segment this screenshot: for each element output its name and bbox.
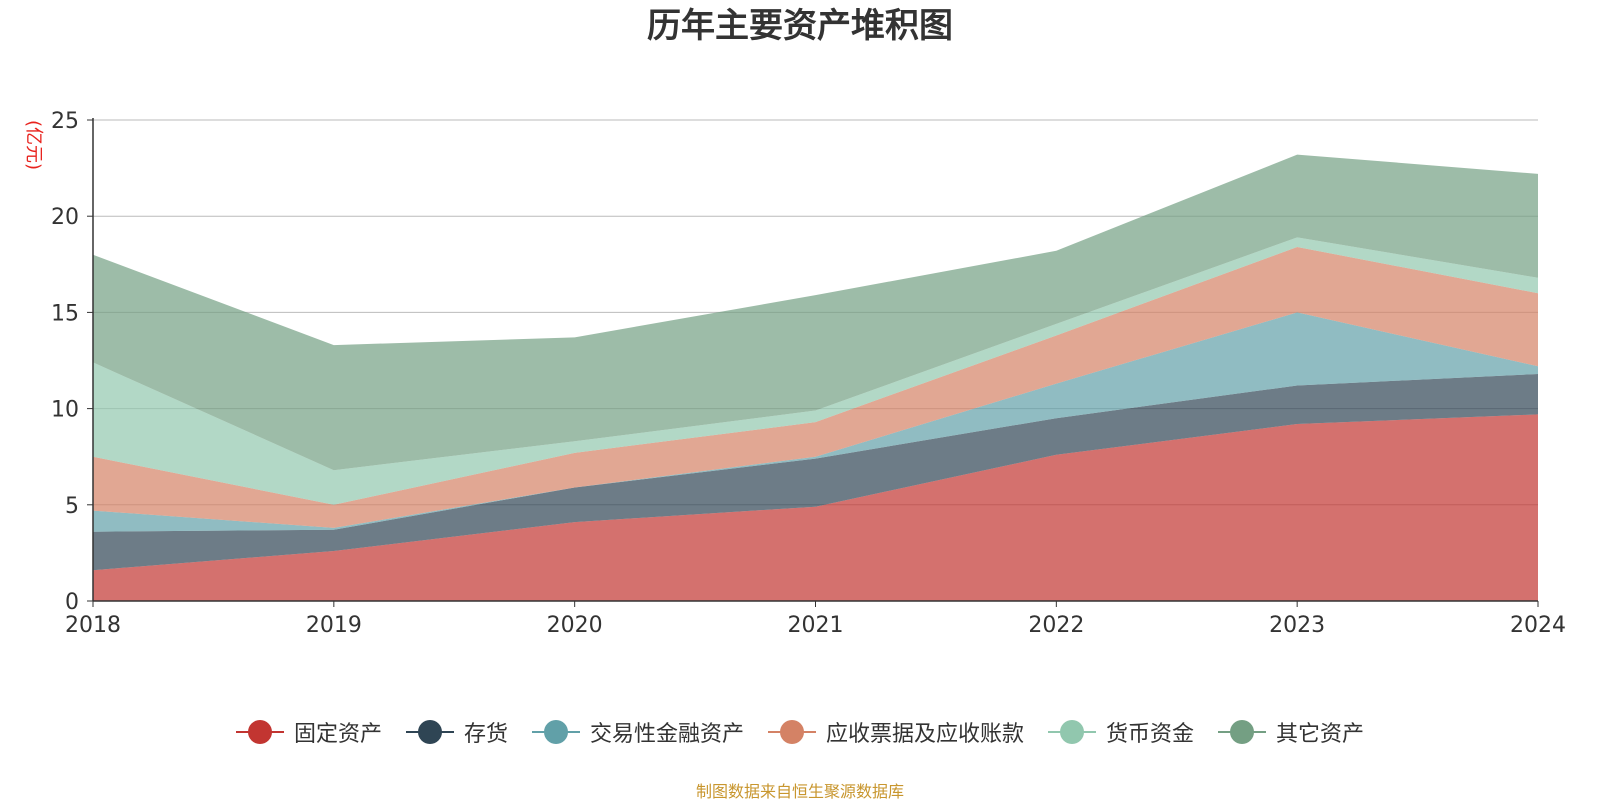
y-tick-label: 0	[65, 590, 79, 615]
x-tick-label: 2021	[788, 613, 844, 638]
x-tick-label: 2018	[65, 613, 121, 638]
legend-label: 存货	[463, 722, 508, 747]
y-tick-label: 20	[51, 205, 79, 230]
legend-label: 应收票据及应收账款	[826, 722, 1025, 747]
x-tick-label: 2023	[1269, 613, 1325, 638]
legend-label: 其它资产	[1276, 722, 1365, 747]
legend-marker-icon	[531, 720, 580, 744]
chart-title: 历年主要资产堆积图	[647, 6, 953, 46]
y-tick-label: 5	[65, 494, 79, 519]
legend-marker-icon	[768, 720, 816, 744]
legend-item[interactable]: 交易性金融资产	[531, 716, 744, 748]
x-tick-label: 2024	[1510, 613, 1566, 638]
y-axis-unit-label: (亿元)	[23, 120, 44, 170]
x-tick-label: 2022	[1028, 613, 1084, 638]
y-tick-label: 10	[51, 398, 79, 423]
legend: 固定资产 存货 交易性金融资产 应收票据及应收账款 货币资金 其它资产	[0, 716, 1600, 748]
area-series-应收票据及应收账款	[93, 247, 1538, 528]
axes: 0 5 10 15 20 25 2018 2019 2020 2021 2022 2023 2024	[51, 109, 1566, 638]
area-series-其它资产	[93, 154, 1538, 471]
legend-marker-icon	[235, 720, 284, 744]
legend-label: 固定资产	[293, 722, 382, 747]
area-series-交易性金融资产	[93, 312, 1538, 532]
area-series-货币资金	[93, 237, 1538, 505]
area-series-存货	[93, 374, 1538, 571]
legend-marker-icon	[1048, 720, 1097, 744]
legend-marker-icon	[1218, 720, 1267, 744]
legend-item[interactable]: 其它资产	[1218, 716, 1364, 748]
area-series-固定资产	[93, 414, 1538, 601]
legend-item[interactable]: 应收票据及应收账款	[768, 716, 1024, 748]
area-series	[93, 154, 1538, 601]
legend-item[interactable]: 固定资产	[235, 716, 382, 748]
x-tick-label: 2020	[547, 613, 603, 638]
y-tick-label: 15	[51, 301, 79, 326]
x-tick-label: 2019	[306, 613, 362, 638]
legend-label: 交易性金融资产	[589, 722, 744, 747]
legend-item[interactable]: 货币资金	[1048, 716, 1194, 748]
legend-item[interactable]: 存货	[405, 716, 508, 748]
source-note: 制图数据来自恒生聚源数据库	[695, 782, 904, 801]
legend-marker-icon	[405, 720, 454, 744]
legend-label: 货币资金	[1106, 722, 1195, 747]
y-tick-label: 25	[51, 109, 79, 134]
